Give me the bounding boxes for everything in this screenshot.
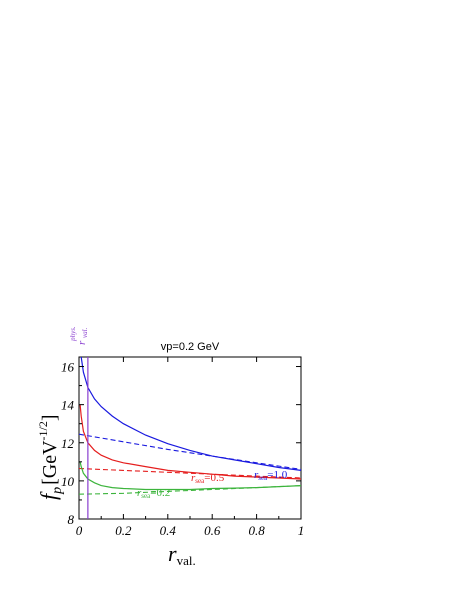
y-axis-label-sub: p (50, 487, 65, 495)
series-label-sub: sea (141, 492, 151, 500)
physical-point-label-sub: val. (81, 327, 89, 338)
series-label-value: =0.2 (150, 487, 170, 499)
x-tick-label: 0 (76, 523, 83, 538)
series-green-dashed-line (78, 485, 302, 495)
series-label-rsea-0-5: rsea=0.5 (191, 472, 225, 485)
series-red-solid-line (79, 404, 302, 480)
physical-point-label-r: r (76, 340, 88, 345)
y-axis-label-f: f (36, 491, 61, 500)
y-tick-label: 10 (61, 474, 75, 489)
series-label-value: =0.5 (204, 472, 224, 484)
series-blue-dashed-line (78, 433, 302, 470)
y-tick-label: 8 (68, 512, 75, 527)
chart-title: vp=0.2 GeV (161, 341, 220, 353)
x-tick-label: 0.2 (115, 523, 132, 538)
series-green-solid-line (79, 461, 302, 491)
x-axis-label: rval. (168, 541, 196, 568)
series-label-value: =1.0 (267, 469, 287, 481)
x-tick-label: 1 (298, 523, 305, 538)
series-label-rsea-1-0: rsea=1.0 (254, 469, 288, 482)
series-label-r: r (254, 469, 259, 481)
y-axis-label-unit-sup: -1/2 (36, 421, 50, 440)
y-axis-label: fp [GeV-1/2] (36, 414, 65, 500)
y-axis-label-unit-close: ] (39, 414, 61, 421)
plot-frame (78, 356, 302, 520)
x-tick-label: 0.8 (248, 523, 265, 538)
x-tick-label: 0.6 (204, 523, 221, 538)
x-axis-label-r: r (168, 541, 177, 566)
y-tick-label: 14 (61, 398, 75, 413)
series-layer (78, 356, 302, 495)
ticks-layer: 0 0.2 0.4 0.6 0.8 1 8 10 12 14 16 (61, 357, 304, 538)
series-red-dashed-line (78, 467, 302, 479)
series-label-rsea-0-2: rsea=0.2 (137, 487, 170, 500)
y-axis-label-unit: [GeV (39, 440, 61, 485)
x-axis-label-sub: val. (177, 553, 196, 568)
physical-point-label: r val. phys. (69, 325, 90, 345)
series-blue-solid-line (80, 356, 302, 471)
physical-point-label-sup: phys. (69, 326, 77, 342)
y-tick-label: 12 (61, 436, 75, 451)
series-label-r: r (191, 472, 196, 484)
x-tick-label: 0.4 (160, 523, 177, 538)
series-label-sub: sea (258, 474, 268, 482)
y-tick-label: 16 (61, 360, 75, 375)
series-label-sub: sea (195, 477, 205, 485)
series-label-r: r (137, 487, 142, 499)
